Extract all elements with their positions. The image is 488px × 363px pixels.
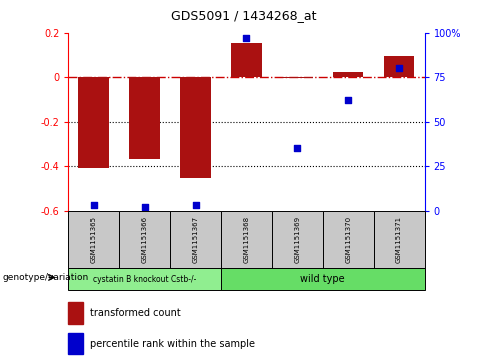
Bar	[282, 77, 313, 78]
Text: GSM1151366: GSM1151366	[142, 216, 148, 263]
Point	[141, 204, 148, 210]
Point	[192, 202, 200, 208]
Text: GSM1151368: GSM1151368	[244, 216, 249, 263]
Text: GDS5091 / 1434268_at: GDS5091 / 1434268_at	[171, 9, 317, 22]
Point	[395, 65, 403, 71]
Text: percentile rank within the sample: percentile rank within the sample	[90, 339, 255, 349]
Text: GSM1151367: GSM1151367	[193, 216, 199, 263]
Text: GSM1151365: GSM1151365	[91, 216, 97, 263]
Bar	[231, 43, 262, 77]
Bar	[68, 302, 82, 323]
Bar	[68, 211, 119, 268]
Text: GSM1151369: GSM1151369	[294, 216, 300, 263]
Bar	[68, 333, 82, 354]
Bar	[180, 77, 211, 178]
Text: GSM1151371: GSM1151371	[396, 216, 402, 263]
Point	[90, 202, 98, 208]
Text: transformed count: transformed count	[90, 308, 181, 318]
Point	[243, 35, 250, 41]
Bar	[272, 211, 323, 268]
Bar	[221, 211, 272, 268]
Text: GSM1151370: GSM1151370	[345, 216, 351, 263]
Text: genotype/variation: genotype/variation	[2, 273, 89, 282]
Bar	[374, 211, 425, 268]
Bar	[119, 211, 170, 268]
Text: cystatin B knockout Cstb-/-: cystatin B knockout Cstb-/-	[93, 275, 196, 284]
Text: wild type: wild type	[301, 274, 345, 284]
Point	[345, 97, 352, 103]
Bar	[79, 77, 109, 168]
Bar	[221, 268, 425, 290]
Bar	[384, 56, 414, 77]
Bar	[170, 211, 221, 268]
Bar	[68, 268, 221, 290]
Point	[293, 146, 301, 151]
Bar	[129, 77, 160, 159]
Bar	[323, 211, 374, 268]
Bar	[333, 72, 364, 77]
